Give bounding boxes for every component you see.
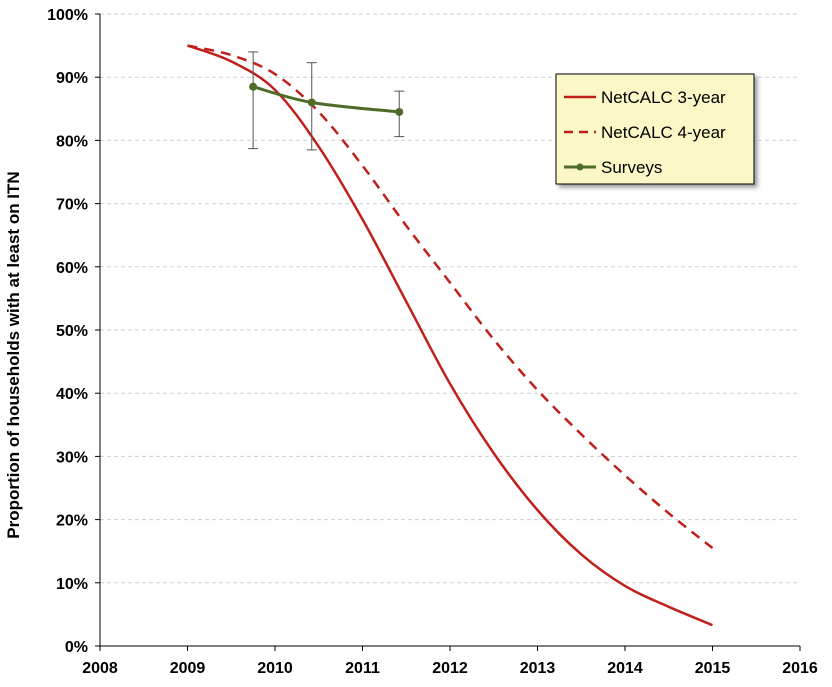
legend: NetCALC 3-year NetCALC 4-year Surveys [555, 73, 755, 185]
legend-label-surveys: Surveys [601, 158, 662, 177]
y-tick-label: 50% [56, 323, 88, 340]
survey-point [249, 82, 258, 91]
error-bars [248, 51, 405, 151]
y-tick-label: 60% [56, 260, 88, 277]
legend-marker-surveys [576, 163, 584, 171]
y-tick-label: 0% [65, 639, 88, 656]
x-tick-label: 2011 [345, 660, 380, 677]
axes [95, 13, 801, 651]
y-tick-label: 40% [56, 386, 88, 403]
y-tick-label: 100% [47, 7, 88, 24]
y-tick-label: 70% [56, 197, 88, 214]
x-tick-label: 2010 [257, 660, 293, 677]
x-tick-label: 2014 [607, 660, 643, 677]
y-tick-label: 20% [56, 513, 88, 530]
x-tick-label: 2012 [432, 660, 468, 677]
legend-label-netcalc-4-year: NetCALC 4-year [601, 123, 726, 142]
series-line-netcalc-4-year [187, 44, 714, 550]
x-tick-label: 2016 [782, 660, 818, 677]
legend-label-netcalc-3-year: NetCALC 3-year [601, 88, 726, 107]
x-tick-label: 2013 [520, 660, 556, 677]
y-tick-label: 90% [56, 70, 88, 87]
tick-labels: 0% 10% 20% 30% 40% 50% 60% 70% 80% 90% 100% 2008 200… [47, 7, 818, 677]
x-tick-label: 2015 [695, 660, 731, 677]
y-axis-label: Proportion of households with at least o… [4, 171, 23, 538]
y-tick-label: 80% [56, 133, 88, 150]
survey-point [395, 107, 404, 116]
survey-point [307, 98, 316, 107]
x-tick-label: 2009 [170, 660, 206, 677]
y-tick-label: 10% [56, 576, 88, 593]
x-tick-label: 2008 [82, 660, 118, 677]
y-tick-label: 30% [56, 449, 88, 466]
